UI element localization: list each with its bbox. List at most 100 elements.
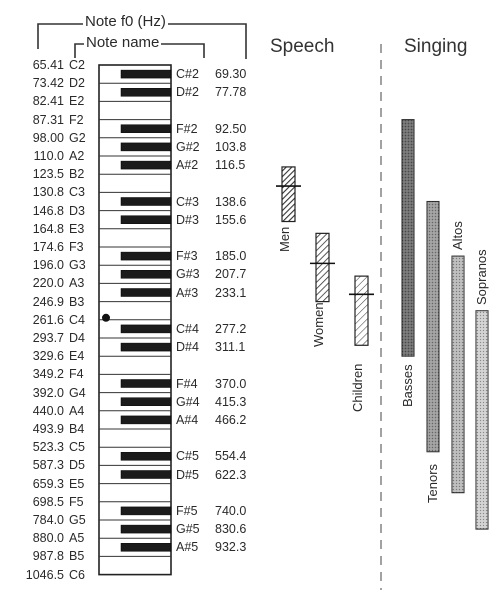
white-key-f0: 98.00 — [32, 130, 64, 145]
white-key-f0: 440.0 — [32, 403, 64, 418]
white-key-name: G3 — [69, 258, 86, 273]
white-key-name: E3 — [69, 221, 85, 236]
black-key — [120, 415, 172, 425]
black-key — [120, 397, 172, 406]
white-key-name: B5 — [69, 549, 85, 564]
black-key — [120, 124, 172, 133]
singing-range-label-tenors: Tenors — [425, 463, 440, 503]
white-key-f0: 293.7 — [32, 331, 64, 345]
middle-c-marker — [102, 313, 110, 322]
white-key-f0: 587.3 — [32, 458, 64, 473]
black-key-name: A#3 — [176, 285, 199, 300]
range-bars — [276, 119, 489, 530]
black-key-f0: 740.0 — [215, 503, 247, 518]
black-key-f0: 932.3 — [215, 540, 247, 555]
speech-range-bar-children — [354, 275, 369, 346]
black-key-f0: 116.5 — [215, 158, 246, 173]
white-key-name: C3 — [69, 185, 85, 200]
black-key-f0: 554.4 — [215, 449, 247, 464]
black-key — [120, 197, 172, 206]
white-key-f0: 659.3 — [32, 476, 64, 491]
white-key-name: F4 — [69, 367, 84, 382]
white-key-name: E2 — [69, 94, 85, 109]
black-key — [120, 160, 172, 170]
white-key-f0: 392.0 — [32, 385, 64, 400]
white-key-name: C5 — [69, 440, 85, 455]
white-key-name: F5 — [69, 494, 84, 509]
note-name-header-label: Note name — [84, 34, 162, 51]
white-key-f0: 784.0 — [32, 513, 64, 527]
black-key — [120, 543, 172, 552]
singing-range-texture — [402, 119, 414, 357]
black-key-f0: 233.1 — [215, 285, 247, 300]
white-key-name: F3 — [69, 240, 84, 254]
speech-range-label-men: Men — [277, 226, 292, 252]
speech-range-bar-men — [281, 166, 296, 223]
white-key-f0: 261.6 — [32, 312, 64, 327]
black-key-f0: 138.6 — [215, 194, 247, 209]
white-key-name: A5 — [69, 531, 85, 546]
black-key — [120, 342, 172, 352]
white-key-f0: 523.3 — [32, 440, 64, 455]
white-key-name: D2 — [69, 76, 85, 91]
black-key-name: F#5 — [176, 503, 198, 518]
singing-range-texture — [476, 310, 488, 530]
black-key — [120, 215, 172, 224]
white-key-name: G4 — [69, 385, 86, 400]
black-key-name: G#5 — [176, 522, 200, 537]
black-key-f0: 466.2 — [215, 412, 247, 427]
white-key-name: D5 — [69, 458, 85, 473]
white-key-name: B3 — [69, 294, 85, 309]
white-key-name: A3 — [69, 276, 85, 291]
black-key-name: F#3 — [176, 249, 198, 264]
black-key-f0: 92.50 — [215, 121, 247, 136]
black-key-name: D#2 — [176, 85, 199, 100]
black-key-name: F#4 — [176, 376, 198, 391]
white-key-f0: 880.0 — [32, 531, 64, 546]
black-key-name: C#4 — [176, 321, 199, 336]
black-key-name: A#5 — [176, 540, 199, 555]
speech-range-label-children: Children — [350, 364, 365, 413]
singing-section-title: Singing — [404, 36, 468, 57]
black-key-f0: 311.1 — [215, 340, 246, 355]
white-key-name: B2 — [69, 167, 85, 182]
white-key-f0: 146.8 — [32, 203, 64, 218]
singing-range-texture — [427, 201, 439, 452]
black-key — [120, 524, 172, 534]
white-key-f0: 987.8 — [32, 549, 64, 564]
speech-section-title: Speech — [270, 36, 335, 57]
white-key-name: E4 — [69, 349, 85, 364]
black-key-name: C#5 — [176, 449, 199, 464]
black-key-name: G#4 — [176, 394, 200, 409]
black-key-f0: 69.30 — [215, 67, 247, 82]
black-key-name: C#3 — [176, 194, 199, 209]
black-key — [120, 142, 172, 152]
black-key-f0: 415.3 — [215, 394, 247, 409]
white-key-name: C6 — [69, 567, 85, 582]
black-key-name: D#4 — [176, 340, 199, 355]
black-key — [120, 88, 172, 97]
white-key-f0: 123.5 — [32, 167, 64, 182]
white-key-f0: 196.0 — [32, 258, 64, 273]
white-key-f0: 349.2 — [32, 367, 64, 382]
black-key-f0: 830.6 — [215, 522, 247, 537]
piano-keyboard — [98, 64, 172, 576]
singing-range-texture — [452, 256, 464, 493]
white-key-f0: 130.8 — [32, 185, 64, 200]
black-key-f0: 155.6 — [215, 212, 247, 227]
white-key-name: C4 — [69, 312, 85, 327]
black-key — [120, 506, 172, 516]
singing-range-label-sopranos: Sopranos — [474, 249, 489, 305]
white-key-name: A4 — [69, 403, 85, 418]
black-key-f0: 185.0 — [215, 249, 247, 264]
white-key-f0: 220.0 — [32, 276, 64, 291]
white-key-f0: 73.42 — [32, 76, 64, 91]
white-key-name: D3 — [69, 203, 85, 218]
black-key-name: F#2 — [176, 121, 198, 136]
black-key-f0: 277.2 — [215, 321, 247, 336]
black-key-f0: 77.78 — [215, 85, 247, 100]
black-key-f0: 207.7 — [215, 267, 247, 282]
white-key-name: E5 — [69, 476, 85, 491]
white-key-name: B4 — [69, 422, 85, 436]
white-key-f0: 164.8 — [32, 221, 64, 236]
